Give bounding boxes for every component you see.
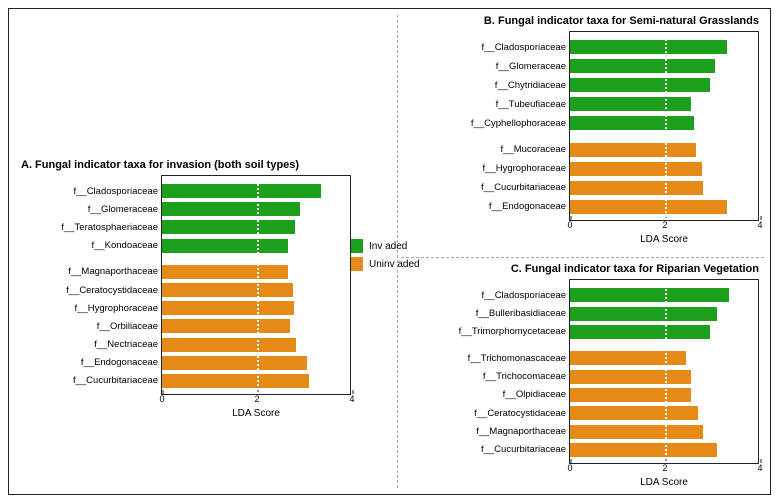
- bar-label: f__Bulleribasidiaceae: [430, 308, 570, 319]
- bar-label: f__Endogonaceae: [430, 201, 570, 212]
- refline-b: [665, 32, 667, 220]
- x-tick: 2: [662, 463, 667, 473]
- x-tick: 4: [757, 463, 762, 473]
- bar-label: f__Cyphellophoraceae: [430, 118, 570, 129]
- bar-label: f__Ceratocystidaceae: [430, 408, 570, 419]
- bar-label: f__Trimorphomycetaceae: [430, 326, 570, 337]
- bar-rect: [570, 200, 727, 214]
- bar-rect: [570, 162, 702, 176]
- bar-rect: [162, 283, 293, 297]
- bar-rect: [570, 325, 710, 339]
- x-tick: 0: [567, 220, 572, 230]
- bar-rect: [570, 370, 691, 384]
- bar-rect: [570, 351, 686, 365]
- panel-b-chart: 024LDA Score f__Cladosporiaceaef__Glomer…: [569, 31, 759, 221]
- bar-label: f__Kondoaceae: [22, 240, 162, 251]
- bar-label: f__Trichocomaceae: [430, 371, 570, 382]
- bar-label: f__Cladosporiaceae: [22, 186, 162, 197]
- bar-rect: [570, 181, 703, 195]
- x-axis-label: LDA Score: [232, 408, 280, 419]
- x-tick: 0: [159, 394, 164, 404]
- bar-label: f__Trichomonascaceae: [430, 353, 570, 364]
- refline-c: [665, 280, 667, 463]
- bar-label: f__Magnaporthaceae: [22, 266, 162, 277]
- bar-rect: [162, 220, 295, 234]
- bar-rect: [162, 184, 321, 198]
- bar-rect: [162, 239, 288, 253]
- bar-label: f__Cucurbitariaceae: [430, 444, 570, 455]
- bar-rect: [570, 78, 710, 92]
- bar-label: f__Glomeraceae: [22, 204, 162, 215]
- bar-label: f__Glomeraceae: [430, 61, 570, 72]
- bar-label: f__Cucurbitariaceae: [22, 375, 162, 386]
- x-axis-c: 024LDA Score: [570, 463, 758, 493]
- bar-label: f__Tubeufiaceae: [430, 99, 570, 110]
- bar-rect: [570, 307, 717, 321]
- x-tick: 4: [757, 220, 762, 230]
- bar-rect: [570, 59, 715, 73]
- bar-label: f__Cladosporiaceae: [430, 290, 570, 301]
- x-tick: 2: [662, 220, 667, 230]
- bar-rect: [162, 356, 307, 370]
- panel-a: A. Fungal indicator taxa for invasion (b…: [21, 159, 381, 395]
- bar-rect: [570, 406, 698, 420]
- x-axis-b: 024LDA Score: [570, 220, 758, 250]
- panel-c-chart: 024LDA Score f__Cladosporiaceaef__Buller…: [569, 279, 759, 464]
- horizontal-divider: [401, 257, 764, 258]
- bar-label: f__Ceratocystidaceae: [22, 285, 162, 296]
- x-axis-a: 024LDA Score: [162, 394, 350, 424]
- panel-a-title: A. Fungal indicator taxa for invasion (b…: [21, 159, 381, 171]
- bar-label: f__Hygrophoraceae: [430, 163, 570, 174]
- bar-rect: [570, 425, 703, 439]
- bar-rect: [162, 374, 309, 388]
- panel-c-title: C. Fungal indicator taxa for Riparian Ve…: [429, 263, 759, 275]
- panel-c: C. Fungal indicator taxa for Riparian Ve…: [429, 263, 769, 464]
- bar-rect: [162, 265, 288, 279]
- bar-rect: [570, 97, 691, 111]
- bar-label: f__Olpidiaceae: [430, 389, 570, 400]
- outer-frame: Inv aded Uninv aded A. Fungal indicator …: [8, 8, 771, 495]
- x-axis-label: LDA Score: [640, 477, 688, 488]
- bar-label: f__Nectriaceae: [22, 339, 162, 350]
- panel-a-chart: 024LDA Score f__Cladosporiaceaef__Glomer…: [161, 175, 351, 395]
- x-tick: 0: [567, 463, 572, 473]
- panel-b-title: B. Fungal indicator taxa for Semi-natura…: [429, 15, 759, 27]
- x-tick: 4: [349, 394, 354, 404]
- bar-label: f__Chytridiaceae: [430, 80, 570, 91]
- x-axis-label: LDA Score: [640, 234, 688, 245]
- panel-b: B. Fungal indicator taxa for Semi-natura…: [429, 15, 769, 221]
- bar-label: f__Hygrophoraceae: [22, 303, 162, 314]
- bar-rect: [570, 288, 729, 302]
- bar-rect: [570, 388, 691, 402]
- bar-rect: [570, 116, 694, 130]
- bar-label: f__Orbiliaceae: [22, 321, 162, 332]
- bar-rect: [162, 338, 296, 352]
- bar-label: f__Mucoraceae: [430, 144, 570, 155]
- bar-label: f__Cucurbitariaceae: [430, 182, 570, 193]
- refline-a: [257, 176, 259, 394]
- bar-rect: [162, 319, 290, 333]
- bar-rect: [162, 301, 294, 315]
- bar-label: f__Teratosphaeriaceae: [22, 222, 162, 233]
- x-tick: 2: [254, 394, 259, 404]
- bar-rect: [570, 40, 727, 54]
- bar-label: f__Cladosporiaceae: [430, 42, 570, 53]
- bar-label: f__Magnaporthaceae: [430, 426, 570, 437]
- bar-rect: [570, 143, 696, 157]
- bar-rect: [162, 202, 300, 216]
- bar-rect: [570, 443, 717, 457]
- bar-label: f__Endogonaceae: [22, 357, 162, 368]
